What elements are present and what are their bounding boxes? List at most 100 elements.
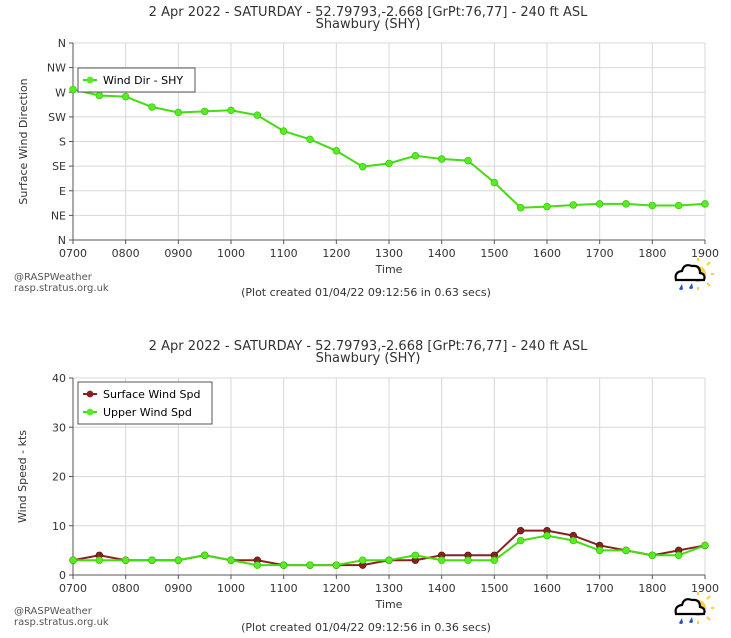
data-point [306, 561, 314, 569]
data-point [595, 200, 604, 208]
data-point [516, 536, 525, 545]
x-tick-label: 1200 [322, 247, 350, 260]
legend-item-label: Upper Wind Spd [103, 406, 192, 419]
data-point [674, 551, 683, 560]
wind-speed-chart: 2 Apr 2022 - SATURDAY - 52.79793,-2.668 … [14, 339, 719, 634]
data-point [569, 201, 578, 209]
chart-title: 2 Apr 2022 - SATURDAY - 52.79793,-2.668 … [149, 339, 588, 354]
x-axis-label: Time [375, 598, 403, 611]
legend-item-label: Wind Dir - SHY [103, 74, 183, 87]
y-tick-label: 30 [52, 421, 66, 434]
wind-speed-chart-panel: 2 Apr 2022 - SATURDAY - 52.79793,-2.668 … [0, 318, 731, 638]
plot-created-note: (Plot created 01/04/22 09:12:56 in 0.36 … [241, 621, 491, 634]
data-point [174, 108, 183, 117]
data-point [516, 204, 525, 212]
data-point [464, 156, 472, 165]
legend-swatch-marker [86, 390, 94, 398]
data-point [490, 556, 499, 564]
data-point [411, 551, 420, 560]
credit-site: rasp.stratus.org.uk [14, 283, 109, 294]
data-point [385, 159, 393, 168]
data-point [385, 556, 393, 564]
data-point [253, 111, 262, 119]
data-point [227, 106, 235, 115]
data-point [622, 200, 630, 208]
x-tick-label: 1200 [322, 582, 350, 595]
data-point [622, 546, 630, 555]
x-tick-label: 1400 [428, 247, 456, 260]
data-point [121, 556, 130, 564]
y-axis-label: Surface Wind Direction [17, 78, 30, 204]
data-point [121, 92, 130, 101]
data-point [200, 551, 209, 560]
plot-created-note: (Plot created 01/04/22 09:12:56 in 0.63 … [241, 286, 491, 299]
data-point [543, 531, 551, 540]
y-axis-label: Wind Speed - kts [16, 430, 29, 523]
x-tick-label: 0800 [112, 582, 140, 595]
data-point [648, 551, 657, 560]
y-tick-label: W [55, 86, 66, 99]
data-point [227, 556, 235, 564]
legend-box [77, 381, 213, 425]
data-point [358, 556, 367, 564]
data-point [464, 556, 472, 564]
legend-swatch-marker [86, 408, 94, 416]
data-point [253, 561, 262, 569]
x-tick-label: 1100 [270, 582, 298, 595]
data-point [200, 107, 209, 116]
weather-cloud-sun-icon [674, 258, 714, 290]
x-tick-label: 1700 [586, 582, 614, 595]
x-tick-label: 1000 [217, 582, 245, 595]
x-tick-label: 1800 [638, 247, 666, 260]
y-tick-label: S [59, 136, 66, 149]
x-tick-label: 1600 [533, 582, 561, 595]
y-tick-label: 40 [52, 372, 66, 385]
x-tick-label: 1100 [270, 247, 298, 260]
x-tick-label: 1900 [691, 582, 719, 595]
x-axis-label: Time [375, 263, 403, 276]
data-point [95, 556, 104, 564]
x-tick-label: 1400 [428, 582, 456, 595]
x-tick-label: 1700 [586, 247, 614, 260]
y-tick-label: 20 [52, 471, 66, 484]
data-point [648, 201, 657, 210]
data-point [279, 561, 288, 569]
wind-direction-chart: 2 Apr 2022 - SATURDAY - 52.79793,-2.668 … [14, 5, 719, 299]
legend-swatch-marker [86, 76, 94, 84]
data-point [437, 155, 446, 163]
x-tick-label: 1500 [480, 582, 508, 595]
data-point [490, 178, 499, 187]
x-tick-label: 1500 [480, 247, 508, 260]
y-tick-label: SW [48, 111, 66, 124]
credit-site: rasp.stratus.org.uk [14, 617, 109, 628]
x-tick-label: 1900 [691, 247, 719, 260]
y-tick-label: 0 [59, 569, 66, 582]
data-point [595, 546, 604, 555]
legend-box [77, 67, 196, 93]
y-tick-label: E [59, 185, 66, 198]
data-point [411, 152, 420, 160]
data-point [332, 561, 341, 569]
data-point [701, 541, 709, 550]
chart-subtitle: Shawbury (SHY) [316, 17, 421, 32]
data-point [306, 135, 314, 144]
y-tick-label: SE [52, 160, 66, 173]
x-tick-label: 1300 [375, 582, 403, 595]
x-tick-label: 1800 [638, 582, 666, 595]
x-tick-label: 0800 [112, 247, 140, 260]
data-point [543, 202, 551, 211]
data-point [437, 556, 446, 564]
data-point [69, 556, 77, 564]
x-tick-label: 1600 [533, 247, 561, 260]
x-tick-label: 1300 [375, 247, 403, 260]
data-point [516, 526, 525, 535]
y-tick-label: N [58, 234, 66, 247]
wind-direction-chart-panel: 2 Apr 2022 - SATURDAY - 52.79793,-2.668 … [0, 0, 731, 318]
x-tick-label: 0700 [59, 247, 87, 260]
x-tick-label: 1000 [217, 247, 245, 260]
credit-handle: @RASPWeather [14, 606, 93, 617]
data-point [569, 536, 578, 545]
data-point [148, 103, 156, 111]
x-tick-label: 0700 [59, 582, 87, 595]
x-tick-label: 0900 [164, 582, 192, 595]
